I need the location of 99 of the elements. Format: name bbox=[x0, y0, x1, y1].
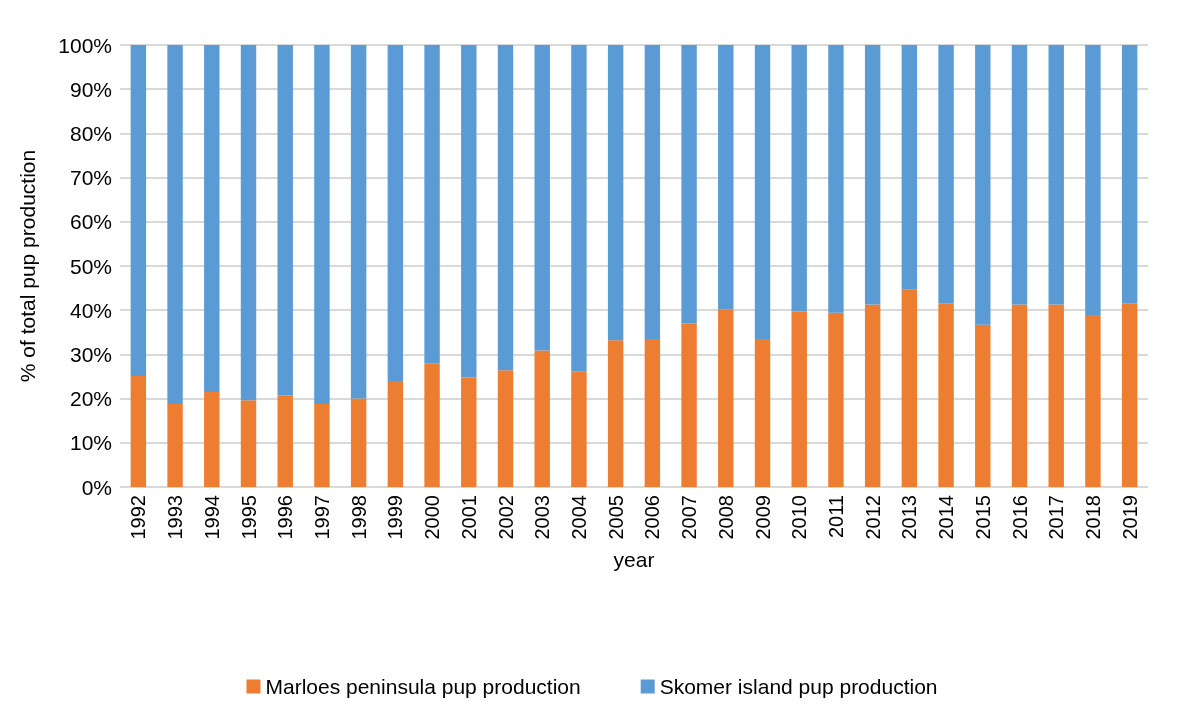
bar bbox=[534, 45, 550, 351]
y-tick-label: 20% bbox=[69, 387, 112, 411]
x-tick-label: 2000 bbox=[421, 495, 444, 540]
x-tick-label: 1995 bbox=[237, 495, 260, 540]
x-tick-label: 1999 bbox=[384, 495, 407, 540]
bar bbox=[607, 340, 624, 487]
bar bbox=[681, 45, 697, 324]
bar bbox=[681, 323, 697, 487]
bar bbox=[1048, 304, 1064, 487]
y-tick-label: 30% bbox=[69, 342, 112, 366]
y-tick-label: 0% bbox=[81, 475, 112, 499]
bar bbox=[828, 45, 844, 313]
bar bbox=[901, 289, 918, 487]
bar bbox=[754, 338, 771, 487]
bar bbox=[277, 45, 293, 396]
bar bbox=[424, 45, 440, 364]
x-tick-label: 2011 bbox=[824, 495, 847, 539]
bar bbox=[1011, 304, 1028, 487]
x-tick-label: 2012 bbox=[861, 495, 884, 540]
x-tick-label: 2019 bbox=[1118, 495, 1141, 540]
bar bbox=[167, 45, 183, 404]
legend-label: Marloes peninsula pup production bbox=[265, 675, 581, 698]
bar bbox=[204, 45, 220, 392]
x-tick-label: 2016 bbox=[1008, 495, 1031, 540]
bar bbox=[1085, 315, 1101, 487]
bar bbox=[791, 45, 807, 312]
x-tick-label: 2002 bbox=[494, 495, 517, 540]
x-tick-label: 2014 bbox=[935, 495, 958, 540]
x-tick-label: 2003 bbox=[531, 495, 554, 540]
bar bbox=[204, 391, 220, 487]
bar bbox=[277, 395, 293, 487]
bar bbox=[718, 309, 734, 487]
bar bbox=[461, 45, 477, 378]
x-tick-label: 2017 bbox=[1045, 495, 1068, 540]
bar bbox=[1048, 45, 1064, 305]
bar bbox=[497, 370, 514, 487]
x-tick-label: 2007 bbox=[678, 495, 701, 540]
bar bbox=[864, 304, 881, 487]
y-tick-label: 10% bbox=[69, 431, 112, 455]
bar bbox=[1011, 45, 1028, 305]
x-tick-label: 2005 bbox=[604, 495, 627, 540]
bar bbox=[571, 45, 587, 372]
x-tick-label: 1998 bbox=[347, 495, 370, 540]
bar bbox=[1121, 303, 1138, 487]
bar bbox=[938, 303, 954, 487]
bar bbox=[571, 371, 587, 487]
bar bbox=[387, 45, 404, 381]
bar bbox=[828, 312, 844, 487]
bar bbox=[314, 45, 330, 404]
bar bbox=[424, 363, 440, 487]
x-axis-title: year bbox=[613, 548, 655, 571]
bar bbox=[167, 403, 183, 487]
x-tick-label: 1993 bbox=[164, 495, 187, 540]
bar bbox=[387, 380, 404, 487]
x-tick-label: 2009 bbox=[751, 495, 774, 540]
bar bbox=[754, 45, 771, 339]
x-tick-label: 2010 bbox=[788, 495, 811, 540]
bar bbox=[1085, 45, 1101, 316]
x-tick-label: 2004 bbox=[567, 495, 590, 540]
bar bbox=[938, 45, 954, 304]
bar bbox=[607, 45, 624, 341]
bar bbox=[718, 45, 734, 310]
bar bbox=[130, 376, 147, 487]
bar bbox=[791, 311, 807, 487]
y-axis-title: % of total pup production bbox=[16, 149, 39, 383]
bar bbox=[497, 45, 514, 371]
y-tick-label: 50% bbox=[69, 254, 112, 278]
bar bbox=[975, 324, 991, 487]
x-tick-label: 1996 bbox=[274, 495, 297, 540]
bar bbox=[644, 338, 661, 487]
x-tick-label: 2008 bbox=[714, 495, 737, 540]
bar bbox=[240, 45, 257, 401]
y-tick-label: 70% bbox=[69, 166, 112, 190]
y-tick-label: 90% bbox=[69, 77, 112, 101]
bar bbox=[130, 45, 147, 377]
bar bbox=[644, 45, 661, 339]
y-tick-label: 60% bbox=[69, 210, 112, 234]
bar bbox=[864, 45, 881, 305]
legend-label: Skomer island pup production bbox=[659, 675, 938, 698]
x-tick-label: 1994 bbox=[200, 495, 223, 540]
bar bbox=[461, 377, 477, 487]
bar bbox=[350, 45, 367, 399]
bar bbox=[901, 45, 918, 290]
y-tick-label: 40% bbox=[69, 298, 112, 322]
x-tick-label: 1997 bbox=[310, 495, 333, 540]
bar bbox=[534, 350, 550, 487]
bar bbox=[975, 45, 991, 325]
x-tick-label: 2006 bbox=[641, 495, 664, 540]
bar bbox=[314, 403, 330, 487]
y-tick-label: 100% bbox=[58, 33, 112, 57]
x-tick-label: 2001 bbox=[457, 495, 480, 540]
x-tick-label: 2015 bbox=[971, 495, 994, 540]
x-tick-label: 1992 bbox=[127, 495, 150, 540]
x-tick-label: 2013 bbox=[898, 495, 921, 540]
y-tick-label: 80% bbox=[69, 121, 112, 145]
bar bbox=[240, 400, 257, 487]
bar bbox=[1121, 45, 1138, 304]
bar bbox=[350, 398, 367, 487]
x-tick-label: 2018 bbox=[1081, 495, 1104, 540]
